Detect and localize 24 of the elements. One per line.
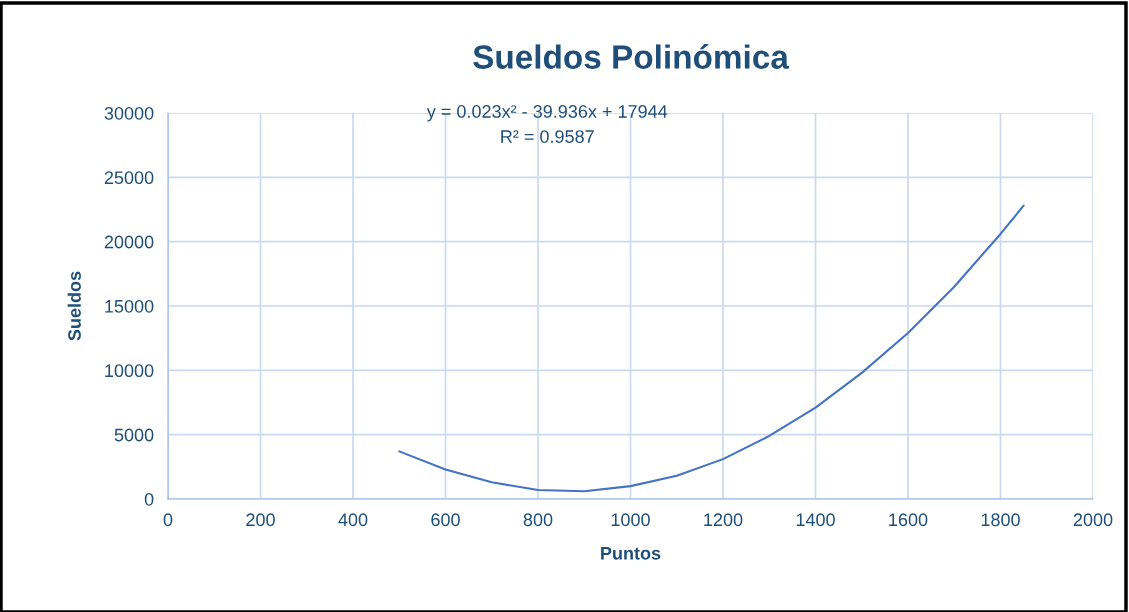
x-tick-label: 1600: [889, 513, 928, 527]
y-tick-label: 5000: [114, 428, 154, 442]
x-tick-label: 1200: [704, 513, 743, 527]
y-tick-label: 25000: [104, 171, 154, 185]
y-tick-label: 15000: [105, 299, 154, 313]
y-tick-label: 20000: [104, 235, 154, 249]
y-tick-label: 0: [144, 492, 154, 506]
x-tick-label: 400: [338, 513, 368, 527]
x-tick-label: 1400: [796, 513, 835, 527]
y-axis-title: Sueldos: [67, 271, 81, 341]
x-tick-label: 0: [163, 513, 173, 527]
y-tick-label: 10000: [105, 364, 154, 378]
line-series: [398, 204, 1025, 493]
x-tick-label: 1800: [981, 513, 1020, 527]
x-tick-label: 1000: [611, 513, 650, 527]
x-tick-label: 200: [246, 513, 275, 527]
x-tick-label: 800: [523, 513, 553, 527]
x-tick-label: 600: [431, 513, 460, 527]
x-tick-label: 2000: [1073, 513, 1113, 527]
annotation: y = 0.023x² - 39.936x + 17944: [426, 105, 668, 122]
annotation: R² = 0.9587: [501, 130, 594, 143]
y-tick-label: 30000: [104, 106, 154, 120]
chart-title: Sueldos Polinómica: [473, 44, 790, 69]
x-axis-title: Puntos: [601, 547, 661, 560]
